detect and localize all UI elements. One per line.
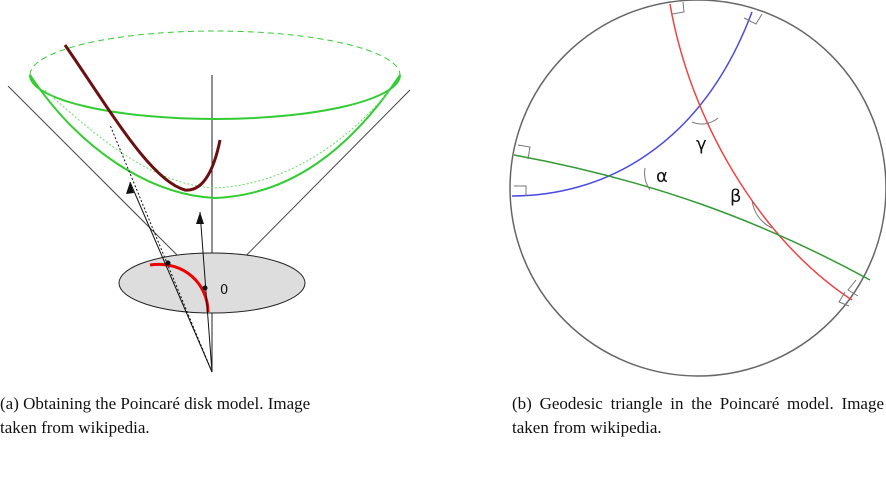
figures: 0 α γ β: [0, 0, 886, 390]
figure-b: α γ β: [510, 0, 886, 376]
arrow: [196, 212, 204, 224]
caption: (a) Obtaining the Poincaré disk model. I…: [0, 392, 340, 440]
disk-boundary: [510, 0, 886, 376]
angle-label: γ: [696, 134, 707, 155]
angle-label: β: [730, 186, 742, 207]
point: [166, 261, 171, 266]
geodesic-blue: [512, 12, 752, 196]
origin-label: 0: [220, 283, 228, 298]
disk: [119, 253, 305, 313]
hyperboloid-rim: [30, 75, 400, 119]
right-angle: [839, 292, 849, 306]
figure-a: 0: [8, 31, 410, 372]
right-angle: [514, 186, 526, 196]
hyperboloid-curve: [45, 90, 390, 188]
hyperboloid-top: [30, 31, 400, 75]
page: 0 α γ β (a) Obtaining the Poincaré disk …: [0, 0, 886, 485]
point: [203, 286, 208, 291]
caption-text: Geodesic triangle in the Poincaré model.…: [512, 394, 884, 437]
caption-label: (a): [0, 394, 19, 413]
caption-text: Obtaining the Poincaré disk model. Image…: [0, 394, 310, 437]
caption: (b) Geodesic triangle in the Poincaré mo…: [512, 392, 884, 440]
right-angle: [744, 14, 762, 24]
geodesic-green: [514, 155, 870, 280]
caption-label: (b): [512, 394, 532, 413]
projection-line: [110, 125, 212, 372]
geodesic-curve: [65, 45, 220, 190]
angle-label: α: [656, 166, 668, 187]
hyperboloid-curve: [30, 75, 400, 198]
right-angle: [672, 2, 684, 14]
